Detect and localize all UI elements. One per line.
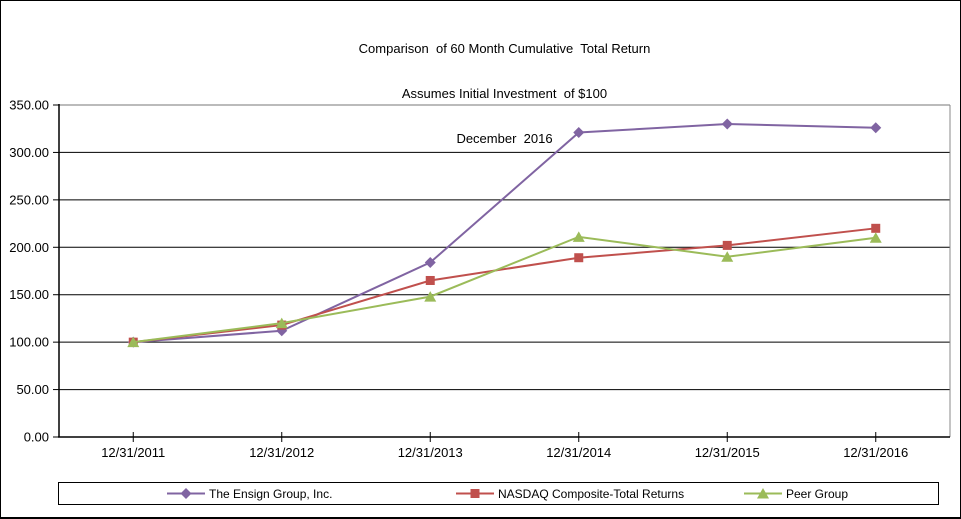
- legend-sample-peer-group: [744, 488, 782, 499]
- series-line: [133, 122, 876, 344]
- legend-item-peer-group: Peer Group: [743, 483, 848, 504]
- x-axis-tick-label: 12/31/2012: [249, 445, 314, 460]
- y-axis-tick-label: 200.00: [9, 240, 49, 255]
- y-axis-tick-label: 250.00: [9, 192, 49, 207]
- chart-title-line1: Comparison of 60 Month Cumulative Total …: [358, 41, 651, 56]
- x-axis-tick-label: 12/31/2013: [398, 445, 463, 460]
- data-point-marker: [424, 256, 436, 268]
- series-line: [133, 235, 876, 344]
- x-axis-tick-label: 12/31/2011: [101, 445, 165, 460]
- series-3: [127, 231, 882, 348]
- legend-sample-marker: [180, 488, 192, 499]
- legend-sample-marker: [757, 488, 769, 499]
- chart-title-line3: December 2016: [456, 131, 553, 146]
- data-point-marker: [869, 232, 882, 243]
- data-point-marker: [574, 253, 584, 263]
- chart-title-line2: Assumes Initial Investment of $100: [401, 86, 608, 101]
- legend-sample-marker: [470, 489, 480, 498]
- data-point-marker: [425, 275, 435, 285]
- y-axis-tick-label: 50.00: [16, 382, 49, 397]
- x-axis-tick-label: 12/31/2015: [695, 445, 760, 460]
- chart-legend: The Ensign Group, Inc. NASDAQ Composite-…: [58, 482, 939, 505]
- data-point-marker: [424, 291, 437, 302]
- data-point-marker: [573, 127, 585, 139]
- y-axis-tick-label: 300.00: [9, 145, 49, 160]
- legend-sample-ensign-group: [167, 488, 205, 499]
- y-axis-tick-label: 350.00: [9, 98, 49, 113]
- series-line: [133, 227, 876, 344]
- data-point-marker: [871, 223, 881, 233]
- x-axis-tick-label: 12/31/2014: [546, 445, 611, 460]
- legend-sample-nasdaq-composite: [456, 489, 494, 498]
- x-axis-tick-label: 12/31/2016: [843, 445, 908, 460]
- data-point-marker: [870, 122, 882, 134]
- legend-label-ensign-group: The Ensign Group, Inc.: [209, 486, 333, 501]
- plot-area: 0.00 50.00 100.00 150.00 200.00 250.00 300.00 3…: [9, 98, 951, 460]
- chart-title: Comparison of 60 Month Cumulative Total …: [59, 11, 950, 176]
- legend-item-ensign-group: The Ensign Group, Inc.: [166, 483, 332, 504]
- data-point-marker: [721, 251, 734, 262]
- data-point-marker: [572, 231, 585, 242]
- legend-label-peer-group: Peer Group: [786, 486, 849, 501]
- legend-item-nasdaq-composite: NASDAQ Composite-Total Returns: [455, 483, 684, 504]
- y-axis-tick-label: 0.00: [24, 430, 49, 445]
- data-point-marker: [275, 317, 288, 329]
- legend-label-nasdaq-composite: NASDAQ Composite-Total Returns: [498, 486, 685, 501]
- data-point-marker: [127, 336, 140, 348]
- data-point-marker: [721, 118, 733, 130]
- data-point-marker: [722, 240, 732, 250]
- y-axis-tick-label: 150.00: [9, 287, 49, 302]
- y-axis-tick-label: 100.00: [9, 335, 49, 350]
